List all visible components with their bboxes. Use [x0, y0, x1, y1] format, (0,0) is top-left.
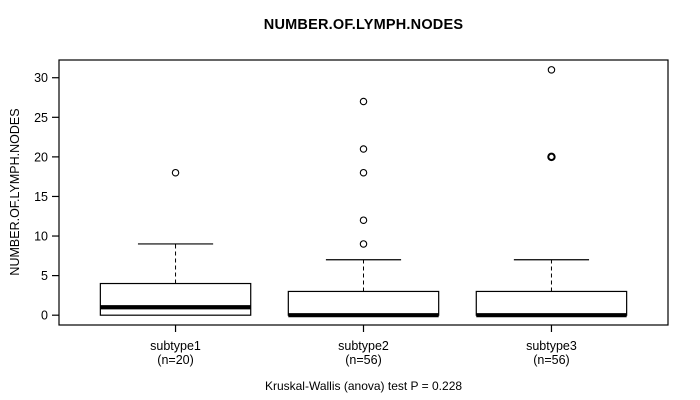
outlier-point: [547, 66, 556, 74]
x-axis-label: subtype1: [150, 339, 201, 353]
outlier-point: [359, 216, 368, 224]
y-tick-label: 15: [34, 190, 48, 204]
y-tick-label: 30: [34, 71, 48, 85]
x-axis-sublabel: (n=56): [345, 353, 381, 367]
outlier-point: [547, 152, 556, 162]
y-tick-label: 0: [41, 309, 48, 323]
outlier-point: [359, 168, 368, 177]
y-tick-label: 5: [41, 269, 48, 283]
outlier-point: [359, 240, 368, 248]
y-tick-label: 20: [34, 150, 48, 164]
y-tick-label: 10: [34, 230, 48, 244]
x-axis-label: subtype3: [526, 339, 577, 353]
outlier-point: [171, 168, 180, 177]
iqr-box: [475, 290, 628, 316]
stat-test-caption: Kruskal-Wallis (anova) test P = 0.228: [264, 379, 463, 393]
iqr-box: [287, 290, 440, 316]
outlier-point: [359, 97, 368, 106]
outlier-point: [359, 145, 368, 153]
chart-title: NUMBER.OF.LYMPH.NODES: [263, 17, 464, 33]
y-axis-title: NUMBER.OF.LYMPH.NODES: [8, 108, 22, 276]
iqr-box: [99, 282, 252, 316]
x-axis-label: subtype2: [338, 339, 389, 353]
y-tick-label: 25: [34, 111, 48, 125]
x-axis-sublabel: (n=56): [533, 353, 569, 367]
x-axis-sublabel: (n=20): [157, 353, 193, 367]
